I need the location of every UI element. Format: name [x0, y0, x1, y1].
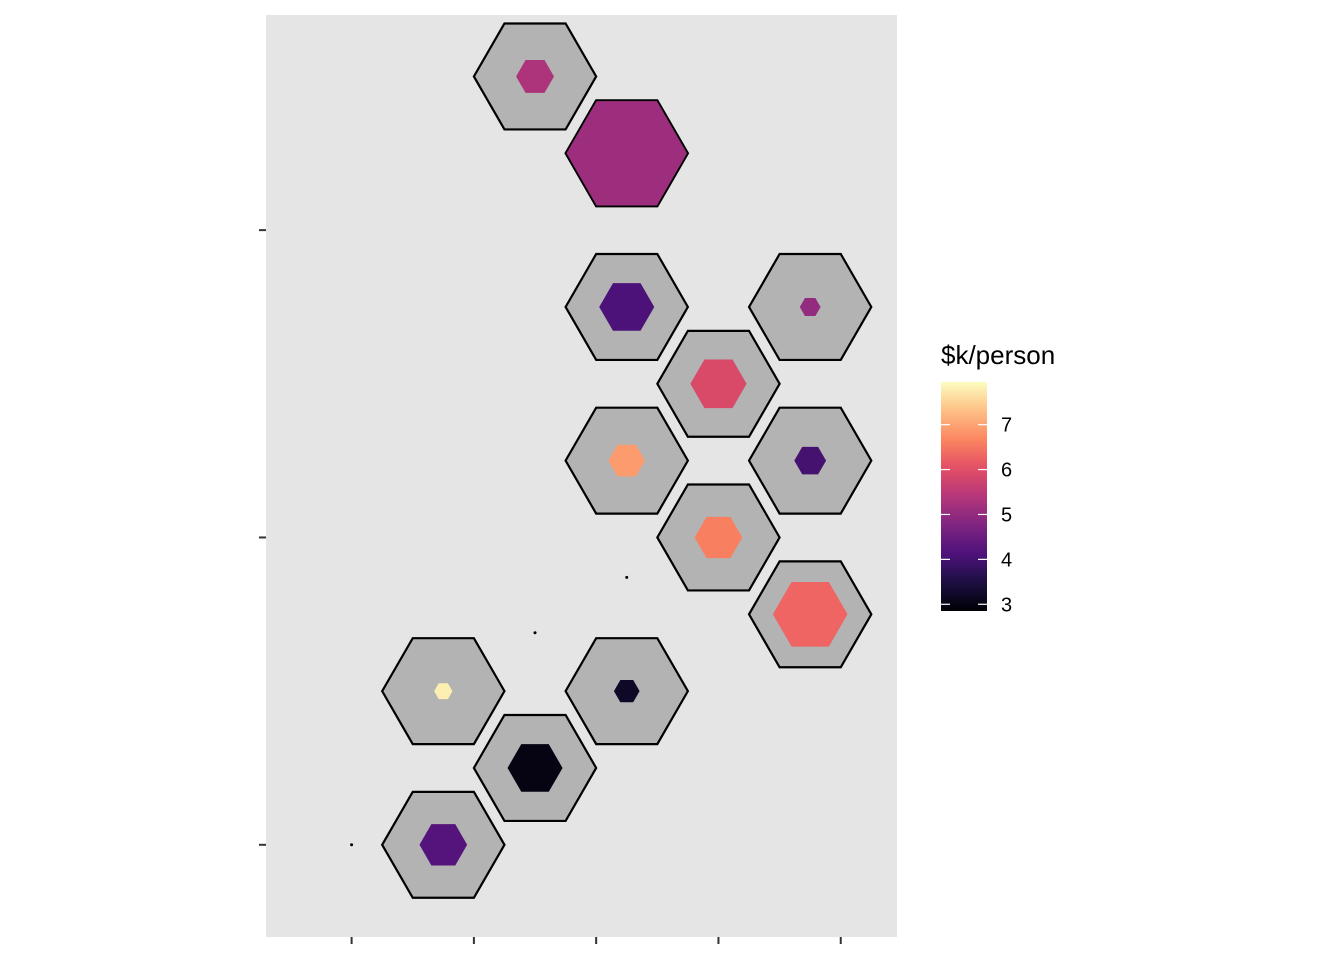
colorbar-tick-label-1: 4 — [1001, 549, 1012, 571]
hex-value-4 — [799, 297, 821, 316]
colorbar-tick-label-3: 6 — [1001, 460, 1012, 482]
point-0 — [625, 575, 629, 579]
hex-value-6 — [694, 516, 743, 559]
colorbar-ticks: 3 4 5 6 7 — [941, 415, 1012, 616]
hex-value-5 — [608, 444, 646, 477]
hex-value-11 — [507, 744, 563, 792]
legend-title: $k/person — [941, 340, 1055, 370]
colorbar-tick-label-2: 5 — [1001, 504, 1012, 526]
hex-value-7 — [794, 446, 827, 475]
colorbar — [941, 382, 987, 611]
hex-value-0 — [516, 60, 554, 93]
point-1 — [533, 631, 537, 635]
colorbar-tick-label-4: 7 — [1001, 415, 1012, 437]
colorbar-tick-label-0: 3 — [1001, 594, 1012, 616]
point-2 — [350, 843, 354, 847]
hex-value-9 — [434, 683, 453, 700]
hex-value-1 — [566, 101, 687, 206]
hex-layer — [380, 22, 873, 899]
hex-value-3 — [690, 359, 747, 409]
hex-value-12 — [419, 824, 468, 866]
hex-value-8 — [772, 582, 848, 647]
axis-ticks — [259, 229, 842, 944]
hex-value-2 — [599, 283, 655, 331]
legend: $k/person 3 4 5 6 7 — [941, 340, 1055, 616]
point-layer — [350, 575, 629, 847]
hex-value-10 — [613, 680, 640, 703]
